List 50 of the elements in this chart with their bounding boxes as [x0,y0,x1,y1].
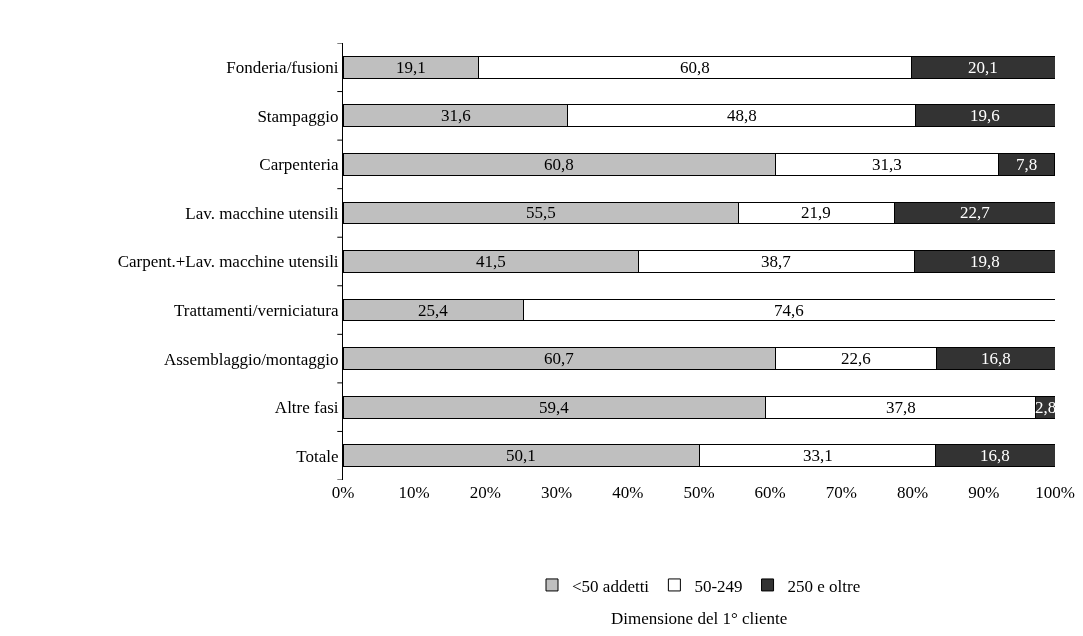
data-label: 59,4 [539,398,570,417]
data-label: 22,6 [841,349,871,368]
data-label: 41,5 [476,252,506,271]
y-tick-label: Stampaggio [257,106,339,126]
data-label: 31,6 [441,106,471,125]
data-label: 37,8 [886,398,916,417]
y-tick-label: Lav. macchine utensili [185,203,339,223]
data-label: 16,8 [980,446,1010,465]
data-label: 74,6 [774,301,804,320]
data-label: 19,8 [970,252,1000,271]
data-label: 2,8 [1035,398,1057,417]
y-tick-label: Carpenteria [259,155,340,175]
data-label: 50,1 [506,446,536,465]
x-tick-label: 40% [612,483,644,502]
data-label: 22,7 [960,203,991,222]
y-tick-label: Assemblaggio/montaggio [163,349,339,369]
x-tick-label: 90% [968,483,1000,502]
legend-title: Dimensione del 1° cliente [611,609,788,628]
data-label: 55,5 [526,203,556,222]
legend-label: 50-249 [694,576,743,596]
x-tick-label: 0% [331,483,355,502]
data-label: 48,8 [727,106,757,125]
data-label: 38,7 [761,252,792,271]
x-tick-label: 80% [897,483,929,502]
data-label: 19,6 [970,106,1000,125]
data-label: 25,4 [418,301,449,320]
data-label: 31,3 [872,155,902,174]
data-label: 7,8 [1016,155,1038,174]
data-label: 21,9 [801,203,831,222]
legend-label: 250 e oltre [787,576,861,596]
data-label: 20,1 [968,58,998,77]
x-tick-label: 60% [754,483,786,502]
data-label: 60,8 [680,58,710,77]
y-tick-label: Altre fasi [274,398,339,418]
legend-label: <50 addetti [572,576,650,596]
data-label: 60,8 [544,155,574,174]
data-label: 19,1 [396,58,426,77]
x-tick-label: 50% [683,483,715,502]
x-tick-label: 10% [398,483,430,502]
y-tick-label: Trattamenti/verniciatura [173,301,340,321]
y-tick-label: Totale [296,446,339,466]
x-tick-label: 100% [1035,483,1075,502]
data-label: 60,7 [544,349,575,368]
x-tick-label: 70% [825,483,857,502]
x-tick-label: 20% [469,483,501,502]
y-tick-label: Fonderia/fusioni [226,58,339,78]
data-label: 16,8 [981,349,1011,368]
x-tick-label: 30% [541,483,573,502]
y-tick-label: Carpent.+Lav. macchine utensili [117,252,339,272]
data-label: 33,1 [803,446,833,465]
